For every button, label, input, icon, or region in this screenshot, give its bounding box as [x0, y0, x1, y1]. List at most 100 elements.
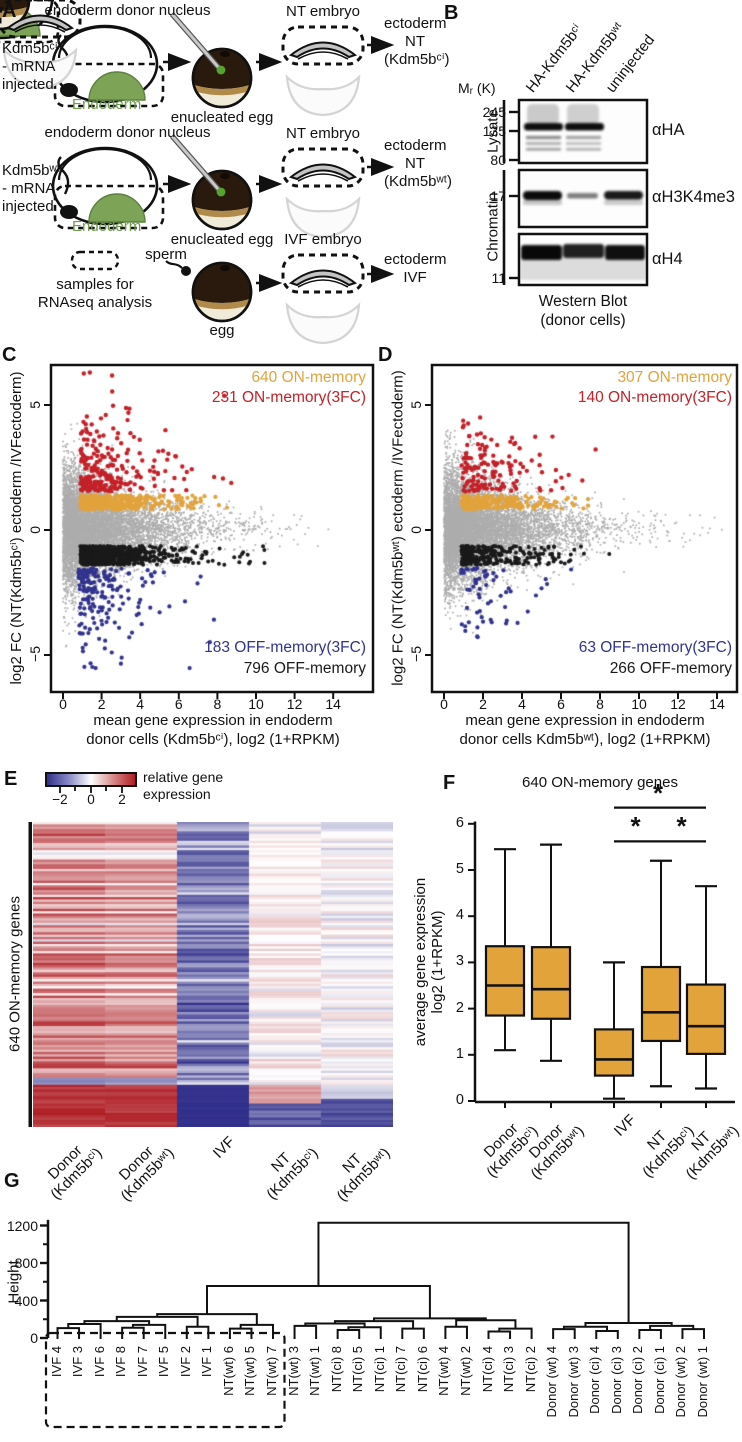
antibody-aha: αHA — [652, 121, 685, 139]
panel-a-graphics — [0, 0, 395, 345]
colorbar-tick-2: 2 — [118, 792, 126, 807]
plot-d-ticks — [425, 404, 718, 699]
plot-d-xtick: 4 — [518, 696, 526, 712]
ladder-11: 11 — [491, 270, 506, 286]
dendro-leaf-8: IVF 1 — [199, 1346, 215, 1378]
plot-c-xtick: 8 — [213, 696, 222, 712]
plot-d-xtick: 6 — [557, 696, 565, 712]
c-legend-on-memory: 640 ON-memory — [251, 369, 366, 386]
boxplot-ytick: 1 — [455, 1045, 464, 1062]
c-xlabel: mean gene expression in endoderm donor ce… — [86, 712, 340, 748]
dendro-leaf-6: IVF 5 — [156, 1346, 172, 1378]
row2-embryo-label: NT embryo — [286, 125, 360, 142]
dendro-leaf-23: NT(ci) 2 — [522, 1346, 538, 1393]
boxplot-ytick: 5 — [455, 861, 464, 877]
plot-d-xtick: 2 — [479, 696, 487, 712]
ladder-ticks — [509, 110, 518, 280]
panel-letter-c: C — [2, 344, 17, 366]
dendro-leaf-31: Donor (wt) 1 — [695, 1346, 710, 1418]
dendro-leaf-21: NT(ci) 4 — [479, 1346, 495, 1393]
dendro-leaf-2: IVF 3 — [70, 1346, 86, 1378]
colorbar-tick-neg2: −2 — [52, 792, 68, 807]
panel-letter-d: D — [378, 344, 393, 366]
antibody-ah4: αH4 — [652, 250, 683, 268]
d-xlabel: mean gene expression in endoderm donor ce… — [459, 712, 711, 748]
d-legend-off-memory: 266 OFF-memory — [609, 660, 732, 677]
flow-arrows — [163, 35, 395, 293]
dendro-leaf-15: NT(ci) 5 — [350, 1346, 366, 1393]
blot-bands — [520, 104, 646, 280]
dendro-ytick: 1200 — [6, 1217, 38, 1234]
dendro-leaf-24: Donor (wt) 4 — [544, 1346, 560, 1418]
scatter-c-canvas — [51, 365, 373, 692]
plot-c-xtick: 14 — [325, 696, 341, 712]
injection-needle-icon — [169, 12, 226, 197]
dendro-leaf-14: NT(ci) 8 — [328, 1346, 344, 1393]
c-legend-on-memory-3fc: 231 ON-memory(3FC) — [211, 389, 366, 406]
c-legend-off-memory-3fc: 183 OFF-memory(3FC) — [204, 639, 366, 656]
d-legend-on-memory: 307 ON-memory — [617, 369, 732, 386]
sig-star-2: * — [676, 811, 687, 842]
dendro-leaf-16: NT(ci) 1 — [371, 1346, 387, 1393]
plot-c-xtick: 10 — [248, 696, 264, 712]
boxplot-ytick: 4 — [455, 907, 464, 924]
boxplot-graphics — [468, 806, 735, 1108]
plot-c-ytick: −5 — [27, 646, 43, 662]
dendro-leaf-19: NT(wt) 4 — [436, 1346, 452, 1396]
row2-egg-label: enucleated egg — [170, 231, 274, 248]
scatter-d-canvas — [432, 365, 737, 692]
ladder-17: 17 — [490, 188, 506, 204]
dendro-leaf-29: Donor (ci) 1 — [651, 1346, 667, 1414]
ladder-245: 245 — [482, 104, 506, 120]
panel-letter-b: B — [444, 2, 459, 24]
dendro-leaf-9: NT(wt) 6 — [220, 1346, 236, 1396]
dendro-leaf-20: NT(wt) 2 — [457, 1346, 473, 1396]
plot-c-xtick: 2 — [97, 696, 106, 712]
colorbar-ticks — [59, 787, 123, 793]
row1-inject-label: Kdm5bᶜⁱ - mRNA injected — [2, 40, 58, 93]
row1-embryo-label: NT embryo — [286, 3, 360, 20]
row2-inject-label: Kdm5bʷᵗ - mRNA injected — [2, 162, 61, 215]
dendro-ytick: 400 — [14, 1292, 38, 1309]
plot-c-ytick: 5 — [27, 400, 43, 409]
dendro-ytick: 0 — [30, 1330, 38, 1346]
dendro-leaf-13: NT(wt) 1 — [307, 1346, 323, 1396]
dendro-leaf-4: IVF 8 — [113, 1346, 129, 1378]
c-legend-off-memory: 796 OFF-memory — [243, 660, 366, 677]
d-legend-off-memory-3fc: 63 OFF-memory(3FC) — [578, 639, 732, 656]
dendro-leaf-17: NT(ci) 7 — [393, 1346, 409, 1393]
row1-title: endoderm donor nucleus — [44, 2, 211, 19]
plot-d-ytick: 0 — [408, 525, 424, 534]
dendro-leaf-30: Donor (wt) 2 — [673, 1346, 689, 1418]
dendro-leaf-1: IVF 4 — [48, 1346, 64, 1378]
panel-letter-a: A — [2, 0, 17, 22]
colorbar — [45, 772, 137, 787]
ladder-80: 80 — [490, 152, 506, 168]
boxplot-ytick: 0 — [455, 1092, 464, 1108]
dendro-leaf-22: NT(ci) 3 — [501, 1346, 517, 1393]
row3-egg-label: egg — [209, 322, 235, 339]
plot-d-xtick: 12 — [670, 696, 686, 712]
sig-star-3: * — [653, 777, 664, 808]
dendro-leaf-12: NT(wt) 3 — [285, 1346, 301, 1396]
row2-endoderm-label: Endoderm — [72, 218, 142, 235]
boxplot-ytick: 2 — [455, 999, 464, 1016]
panel-b-graphics — [502, 98, 649, 287]
row3-result-label: ectoderm IVF — [384, 251, 447, 286]
boxplot-ytick: 3 — [455, 953, 464, 970]
sig-star-1: * — [630, 811, 641, 842]
sperm-icon — [165, 260, 191, 276]
plot-c-xtick: 4 — [136, 696, 145, 712]
dendro-leaf-3: IVF 6 — [91, 1346, 107, 1378]
plot-d-xtick: 10 — [631, 696, 647, 712]
heatmap-canvas — [33, 822, 393, 1127]
panel-letter-f: F — [443, 772, 456, 794]
plot-c-xtick: 0 — [59, 696, 67, 712]
plot-d-xtick: 8 — [596, 696, 604, 712]
plot-d-xtick: 0 — [440, 696, 448, 712]
row1-egg-label: enucleated egg — [170, 109, 274, 126]
plot-d-ytick: −5 — [408, 646, 424, 662]
boxplot-title: 640 ON-memory genes — [522, 774, 678, 791]
dendro-leaf-25: Donor (wt) 3 — [565, 1346, 581, 1418]
plot-c-ticks — [44, 404, 335, 699]
